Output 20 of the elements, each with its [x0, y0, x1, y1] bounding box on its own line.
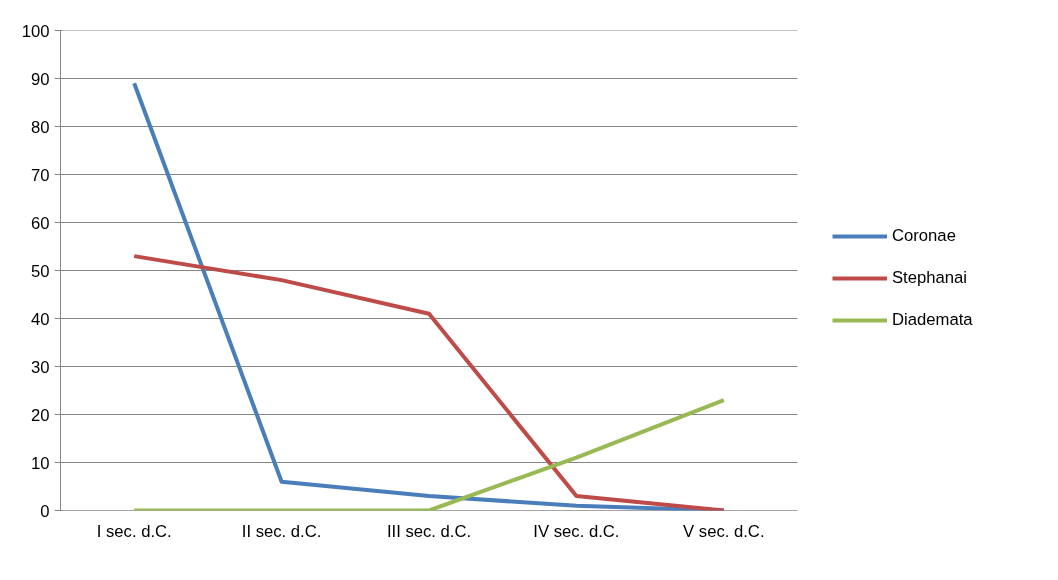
x-tick-label: IV sec. d.C. — [533, 521, 620, 541]
y-tick-label: 70 — [30, 165, 50, 185]
y-tick-label: 90 — [30, 69, 50, 89]
x-tick-label: I sec. d.C. — [96, 521, 172, 541]
y-tick-label: 10 — [30, 453, 50, 473]
x-tick-label: V sec. d.C. — [683, 521, 765, 541]
legend-label: Stephanai — [892, 268, 968, 288]
y-tick-label: 30 — [30, 357, 50, 377]
y-tick-label: 0 — [40, 501, 50, 521]
line-series — [132, 254, 726, 511]
y-tick-label: 100 — [21, 21, 50, 41]
legend-label: Coronae — [892, 226, 956, 246]
y-tick-label: 20 — [30, 405, 50, 425]
legend-label: Diademata — [892, 310, 973, 330]
x-tick-label: II sec. d.C. — [241, 521, 322, 541]
y-tick-label: 60 — [30, 213, 50, 233]
y-tick-label: 80 — [30, 117, 50, 137]
y-tick-label: 50 — [30, 261, 50, 281]
x-tick-label: III sec. d.C. — [386, 521, 472, 541]
y-tick-label: 40 — [30, 309, 50, 329]
